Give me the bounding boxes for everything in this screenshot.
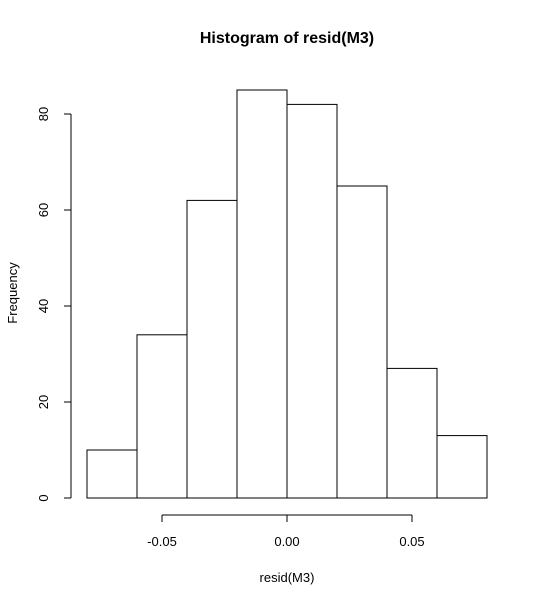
x-tick-label: -0.05 bbox=[147, 534, 177, 549]
x-tick-label: 0.05 bbox=[399, 534, 424, 549]
y-tick-label: 0 bbox=[36, 494, 51, 501]
chart-title: Histogram of resid(M3) bbox=[200, 30, 374, 47]
histogram-bar bbox=[386, 367, 438, 499]
histogram-bar bbox=[286, 103, 338, 499]
y-axis-label: Frequency bbox=[5, 262, 20, 324]
histogram-bar bbox=[436, 435, 488, 499]
histogram-bar bbox=[336, 185, 388, 499]
y-tick-label: 60 bbox=[36, 203, 51, 217]
bars-group bbox=[86, 89, 488, 499]
histogram-bar bbox=[186, 199, 238, 499]
x-axis-label: resid(M3) bbox=[260, 570, 315, 585]
y-axis: 0 20 40 60 80 bbox=[36, 107, 72, 502]
x-tick-label: 0.00 bbox=[274, 534, 299, 549]
y-tick-label: 20 bbox=[36, 395, 51, 409]
histogram-bar bbox=[136, 334, 188, 499]
y-tick-label: 40 bbox=[36, 299, 51, 313]
histogram-bar bbox=[236, 89, 288, 499]
x-axis: -0.05 0.00 0.05 bbox=[147, 514, 425, 549]
y-tick-label: 80 bbox=[36, 107, 51, 121]
histogram-bar bbox=[86, 449, 138, 499]
